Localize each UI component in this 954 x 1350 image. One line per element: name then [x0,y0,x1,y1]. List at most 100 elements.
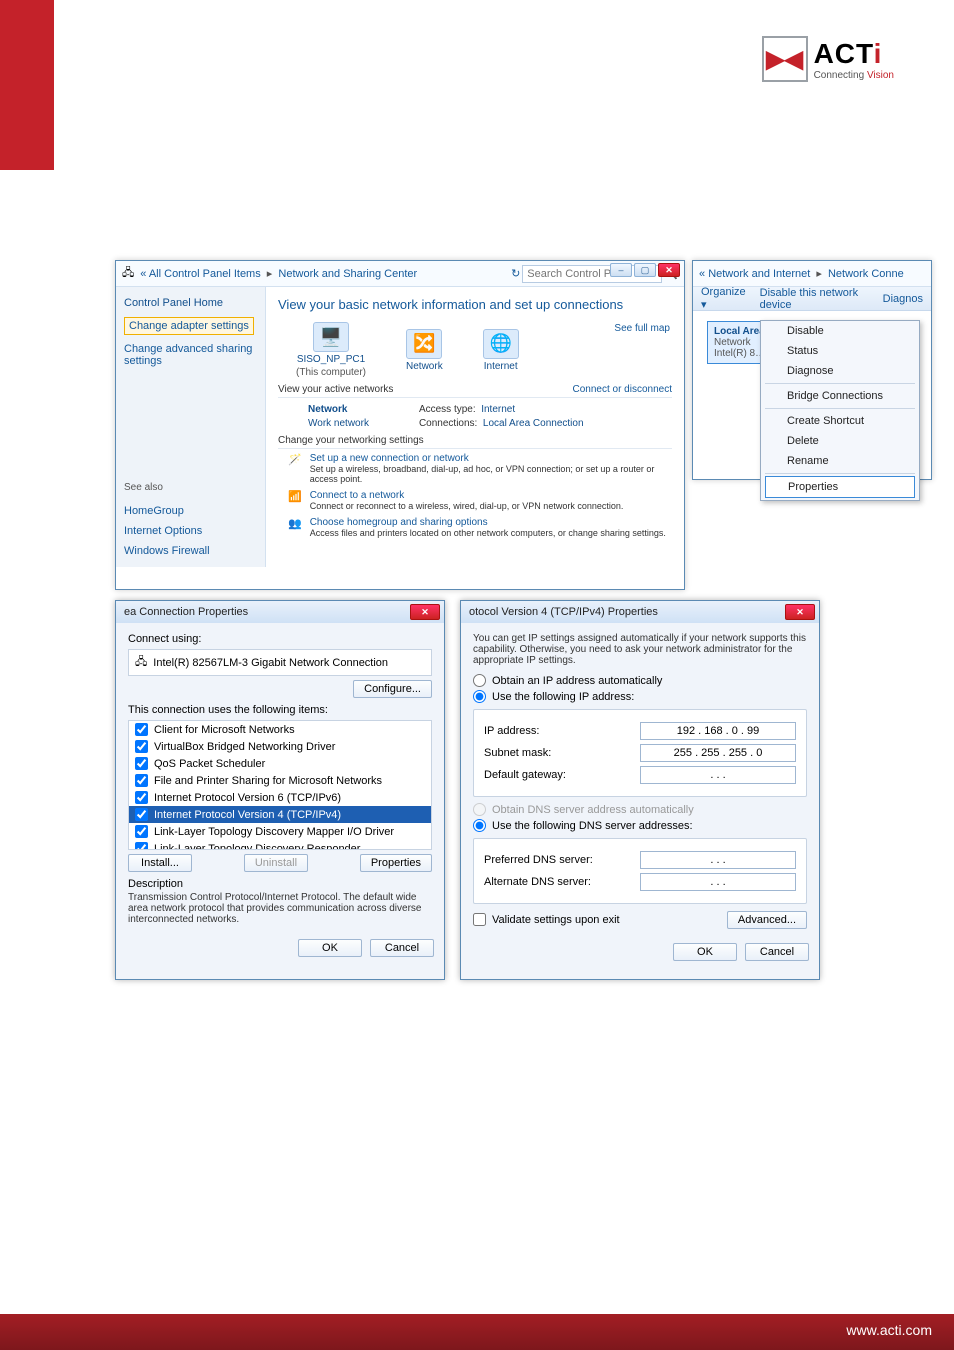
description-heading: Description [128,878,432,890]
adapter-toolbar: Organize ▾ Disable this network device D… [693,287,931,311]
task-new-connection[interactable]: 🪄Set up a new connection or networkSet u… [288,453,672,484]
ctx-shortcut[interactable]: Create Shortcut [761,411,919,431]
main-panel: View your basic network information and … [266,287,684,567]
connect-using-label: Connect using: [128,633,432,645]
adapter-breadcrumb[interactable]: « Network and Internet ▸ Network Conne [699,267,904,280]
ctx-separator [765,383,915,384]
ctx-diagnose[interactable]: Diagnose [761,361,919,381]
list-item-selected: Internet Protocol Version 4 (TCP/IPv4) [129,806,431,823]
active-network-info: Network Work network Access type: Intern… [308,404,672,429]
computer-icon: 🖥️ [313,322,349,352]
list-item: VirtualBox Bridged Networking Driver [129,738,431,755]
change-advanced-sharing-link[interactable]: Change advanced sharing settings [124,343,257,367]
close-button[interactable]: ✕ [785,604,815,620]
properties-button[interactable]: Properties [360,854,432,872]
default-gateway-field: Default gateway:. . . [484,766,796,784]
validate-checkbox[interactable]: Validate settings upon exit [473,913,620,926]
alternate-dns-input[interactable]: . . . [640,873,796,891]
cancel-button[interactable]: Cancel [370,939,434,957]
connect-disconnect-link[interactable]: Connect or disconnect [572,384,672,395]
ctx-status[interactable]: Status [761,341,919,361]
breadcrumb[interactable]: « All Control Panel Items ▸ Network and … [140,267,417,280]
radio-auto-dns: Obtain DNS server address automatically [473,803,807,816]
maximize-button[interactable]: ▢ [634,263,656,277]
organize-menu[interactable]: Organize ▾ [701,286,746,311]
ip-address-input[interactable]: 192 . 168 . 0 . 99 [640,722,796,740]
globe-icon: 🌐 [483,329,519,359]
close-button[interactable]: ✕ [410,604,440,620]
see-full-map-link[interactable]: See full map [614,323,670,334]
subnet-mask-field: Subnet mask:255 . 255 . 255 . 0 [484,744,796,762]
task-connect-network[interactable]: 📶Connect to a networkConnect or reconnec… [288,490,672,511]
dialog-title: otocol Version 4 (TCP/IPv4) Properties [461,601,819,623]
component-list[interactable]: Client for Microsoft Networks VirtualBox… [128,720,432,850]
nic-icon: 🖧 [135,653,147,672]
radio-static-dns[interactable]: Use the following DNS server addresses: [473,819,807,832]
refresh-icon[interactable]: ↻ [511,267,520,280]
footer-url: www.acti.com [846,1322,932,1338]
description-text: Transmission Control Protocol/Internet P… [128,892,432,925]
connection-properties-dialog: ea Connection Properties ✕ Connect using… [115,600,445,980]
network-icon: 🔀 [406,329,442,359]
ok-button[interactable]: OK [298,939,362,957]
radio-static-ip[interactable]: Use the following IP address: [473,690,807,703]
control-panel-home-link[interactable]: Control Panel Home [124,297,257,309]
diagnose-button[interactable]: Diagnos [883,293,923,305]
window-buttons: – ▢ ✕ [610,263,680,277]
page-accent-bar [0,0,54,170]
list-item: File and Printer Sharing for Microsoft N… [129,772,431,789]
windows-firewall-link[interactable]: Windows Firewall [124,545,257,557]
preferred-dns-input[interactable]: . . . [640,851,796,869]
page-footer: www.acti.com [0,1314,954,1350]
wizard-icon: 🪄 [288,453,302,484]
uninstall-button: Uninstall [244,854,308,872]
subnet-mask-input[interactable]: 255 . 255 . 255 . 0 [640,744,796,762]
node-network: 🔀 Network [406,329,443,372]
ipv4-properties-dialog: otocol Version 4 (TCP/IPv4) Properties ✕… [460,600,820,980]
list-item: Link-Layer Topology Discovery Mapper I/O… [129,823,431,840]
node-this-pc: 🖥️ SISO_NP_PC1 (This computer) [296,322,366,378]
ctx-separator [765,473,915,474]
ctx-disable[interactable]: Disable [761,321,919,341]
ok-button[interactable]: OK [673,943,737,961]
configure-button[interactable]: Configure... [353,680,432,698]
cancel-button[interactable]: Cancel [745,943,809,961]
nic-name: Intel(R) 82567LM-3 Gigabit Network Conne… [153,657,388,669]
network-type[interactable]: Work network [308,418,369,429]
active-networks-label: View your active networksConnect or disc… [278,384,672,398]
panel-heading: View your basic network information and … [278,297,672,312]
list-item: Link-Layer Topology Discovery Responder [129,840,431,850]
disable-device-button[interactable]: Disable this network device [760,287,869,311]
network-sharing-center-window: – ▢ ✕ 🖧 « All Control Panel Items ▸ Netw… [115,260,685,590]
task-homegroup[interactable]: 👥Choose homegroup and sharing optionsAcc… [288,517,672,538]
ctx-rename[interactable]: Rename [761,451,919,471]
homegroup-icon: 👥 [288,517,302,538]
change-settings-label: Change your networking settings [278,435,672,449]
breadcrumb-icon: 🖧 [122,264,134,283]
ctx-properties[interactable]: Properties [765,476,915,498]
homegroup-link[interactable]: HomeGroup [124,505,257,517]
brand-logo: ▶◀ ACTi Connecting Vision [762,36,894,82]
preferred-dns-field: Preferred DNS server:. . . [484,851,796,869]
ctx-delete[interactable]: Delete [761,431,919,451]
ip-address-field: IP address:192 . 168 . 0 . 99 [484,722,796,740]
connect-icon: 📶 [288,490,302,511]
advanced-button[interactable]: Advanced... [727,911,807,929]
minimize-button[interactable]: – [610,263,632,277]
change-adapter-settings-link[interactable]: Change adapter settings [124,317,254,335]
gateway-input[interactable]: . . . [640,766,796,784]
brand-i: i [874,38,883,69]
dialog-title: ea Connection Properties [116,601,444,623]
install-button[interactable]: Install... [128,854,192,872]
list-item: QoS Packet Scheduler [129,755,431,772]
radio-auto-ip[interactable]: Obtain an IP address automatically [473,674,807,687]
close-button[interactable]: ✕ [658,263,680,277]
ctx-separator [765,408,915,409]
local-area-connection-link[interactable]: Local Area Connection [483,418,584,429]
logo-mark-icon: ▶◀ [762,36,808,82]
ctx-bridge[interactable]: Bridge Connections [761,386,919,406]
sidebar: Control Panel Home Change adapter settin… [116,287,266,567]
internet-options-link[interactable]: Internet Options [124,525,257,537]
brand-a: ACT [814,38,874,69]
ipv4-blurb: You can get IP settings assigned automat… [473,633,807,666]
